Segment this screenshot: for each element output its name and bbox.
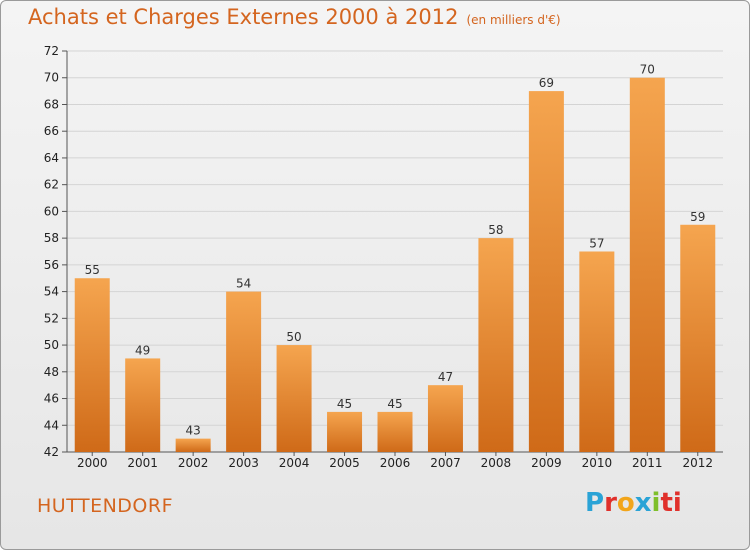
x-tick-label: 2010 [582,456,613,470]
bar-value-label: 57 [589,237,604,251]
bar-value-label: 59 [690,210,705,224]
x-tick-label: 2012 [682,456,713,470]
y-tick-label: 70 [44,71,59,85]
logo-letter: r [604,488,617,518]
y-tick-label: 58 [44,231,59,245]
bar [528,91,564,452]
y-tick-label: 48 [44,365,59,379]
x-tick-label: 2004 [279,456,310,470]
bar [377,411,413,452]
bar [327,411,363,452]
y-tick-label: 68 [44,97,59,111]
chart-subtitle: (en milliers d'€) [466,13,561,27]
labels: 55 49 43 54 50 45 45 47 58 69 57 70 59 [85,63,706,438]
chart-title-text: Achats et Charges Externes 2000 à 2012 [28,5,459,29]
logo-letter: ti [660,488,682,518]
place-name: HUTTENDORF [37,495,174,517]
y-tick-label: 42 [44,445,59,459]
bar-value-label: 54 [236,277,251,291]
y-tick-label: 66 [44,124,59,138]
chart-title: Achats et Charges Externes 2000 à 2012 (e… [28,5,561,29]
bar [74,278,110,452]
y-tick-label: 52 [44,311,59,325]
y-tick-label: 50 [44,338,59,352]
bars [74,77,716,452]
y-tick-label: 72 [44,44,59,58]
bar [680,224,716,452]
bar-value-label: 55 [85,263,100,277]
y-tick-label: 60 [44,204,59,218]
bar [276,345,312,452]
x-tick-label: 2002 [178,456,209,470]
y-tick-label: 54 [44,285,59,299]
y-tick-label: 64 [44,151,59,165]
bar [629,77,665,452]
bar [478,238,514,452]
logo-letter: i [651,488,661,518]
bar-value-label: 45 [387,397,402,411]
x-tick-label: 2001 [127,456,158,470]
grid-lines [67,50,723,453]
bar-value-label: 70 [640,63,655,77]
logo-letter: o [616,488,635,518]
axes: 42 44 46 48 50 52 54 56 58 60 62 64 66 68 70 72 2000 2001… [44,44,723,470]
x-tick-label: 2011 [632,456,663,470]
x-tick-label: 2007 [430,456,461,470]
bar-value-label: 49 [135,343,150,357]
bar-value-label: 69 [539,76,554,90]
bar-value-label: 43 [186,424,201,438]
x-tick-label: 2005 [329,456,360,470]
bar [125,358,161,452]
logo-letter: x [634,488,652,518]
x-tick-label: 2003 [228,456,259,470]
bar [427,385,463,452]
y-tick-label: 62 [44,178,59,192]
x-tick-label: 2008 [481,456,512,470]
x-tick-label: 2006 [380,456,411,470]
x-tick-label: 2009 [531,456,562,470]
logo-letter: P [585,488,605,518]
proxiti-logo: Proxiti [585,488,682,518]
y-tick-label: 44 [44,418,59,432]
bar-value-label: 45 [337,397,352,411]
bar-value-label: 47 [438,370,453,384]
y-tick-label: 56 [44,258,59,272]
y-tick-label: 46 [44,392,59,406]
x-tick-label: 2000 [77,456,108,470]
bar-value-label: 50 [286,330,301,344]
bar [579,251,615,452]
bar [226,291,262,452]
bar [175,438,211,452]
bar-value-label: 58 [488,223,503,237]
